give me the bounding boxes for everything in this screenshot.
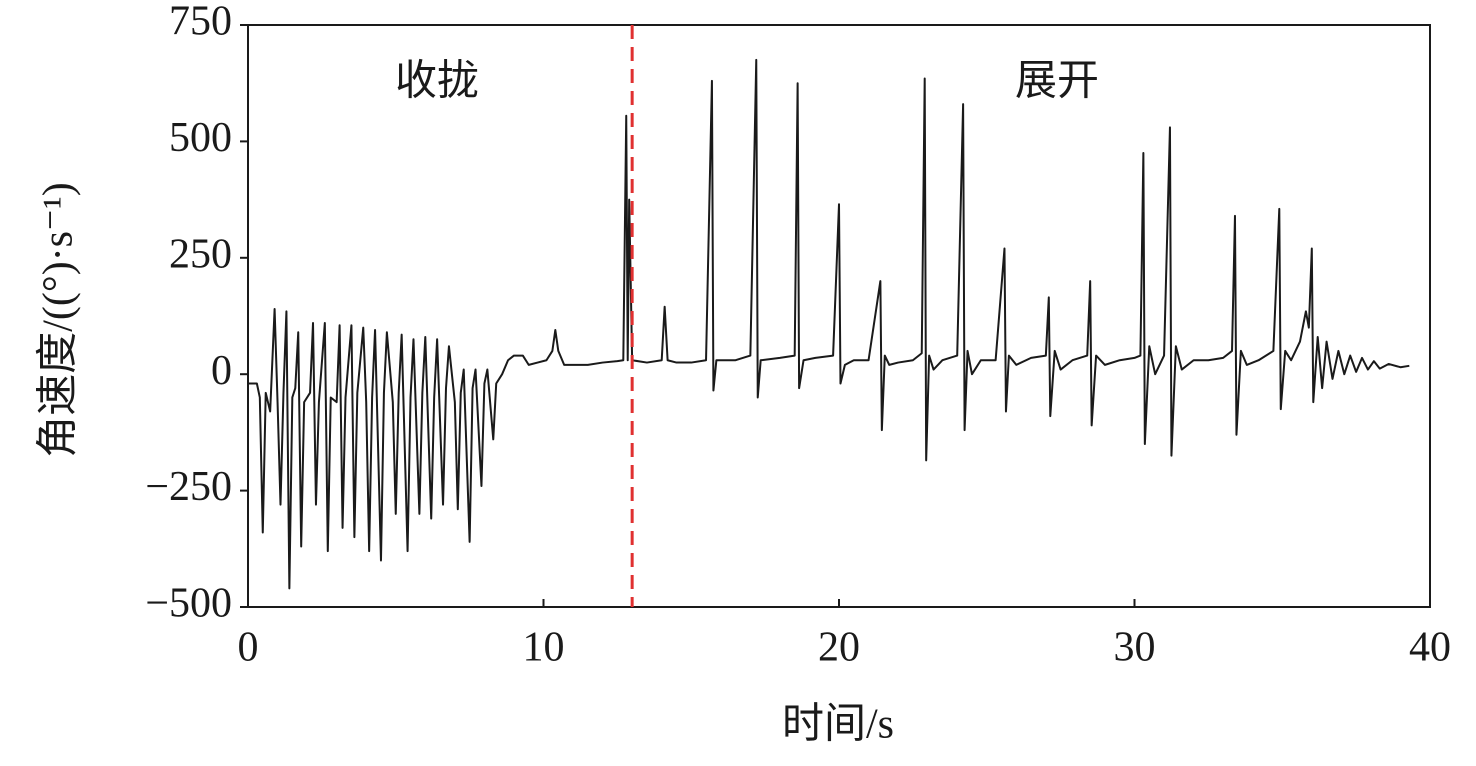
x-axis-label: 时间/s: [782, 702, 894, 748]
y-tick-label: 750: [169, 0, 232, 45]
y-tick-label: −250: [145, 464, 232, 510]
annotation: 展开: [1015, 59, 1099, 105]
data-line: [248, 58, 1410, 590]
y-tick-label: 0: [211, 348, 232, 394]
y-tick-label: −500: [145, 581, 232, 627]
x-tick-label: 0: [238, 625, 259, 671]
x-tick-label: 10: [523, 625, 565, 671]
plot-frame: [247, 24, 1431, 608]
y-axis-label: 角速度/((°)·s⁻¹): [36, 182, 82, 458]
y-tick-label: 500: [169, 115, 232, 161]
x-tick-label: 30: [1114, 625, 1156, 671]
x-tick-label: 40: [1409, 625, 1451, 671]
x-tick-label: 20: [818, 625, 860, 671]
y-tick-label: 250: [169, 231, 232, 277]
annotation: 收拢: [395, 59, 479, 105]
